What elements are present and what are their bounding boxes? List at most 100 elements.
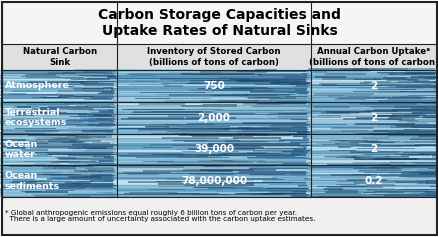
Bar bbox=[0, 81, 117, 83]
Bar bbox=[330, 174, 370, 176]
Text: 2,000: 2,000 bbox=[197, 113, 230, 123]
Bar bbox=[306, 160, 410, 162]
Bar bbox=[131, 132, 210, 133]
Bar bbox=[114, 143, 230, 144]
Bar bbox=[115, 82, 217, 83]
Bar bbox=[116, 107, 200, 109]
Bar bbox=[0, 172, 55, 174]
Bar bbox=[0, 147, 117, 148]
Bar bbox=[0, 132, 117, 134]
Bar bbox=[1, 193, 61, 194]
Bar bbox=[307, 194, 371, 196]
Bar bbox=[117, 100, 237, 102]
Bar bbox=[90, 180, 119, 181]
Bar bbox=[307, 135, 418, 137]
Bar bbox=[113, 169, 176, 171]
Bar bbox=[116, 185, 269, 186]
Bar bbox=[1, 88, 88, 90]
Bar bbox=[116, 71, 202, 72]
Bar bbox=[0, 141, 115, 143]
Bar bbox=[310, 86, 433, 88]
Bar bbox=[58, 186, 82, 187]
Bar bbox=[238, 171, 306, 173]
Bar bbox=[115, 171, 237, 173]
Bar bbox=[138, 103, 185, 105]
Bar bbox=[117, 110, 248, 112]
Bar bbox=[117, 70, 310, 102]
Bar bbox=[129, 192, 177, 193]
Bar bbox=[373, 78, 434, 80]
Bar bbox=[0, 87, 35, 88]
Bar bbox=[114, 104, 273, 105]
Bar bbox=[62, 82, 98, 83]
Bar bbox=[36, 196, 90, 197]
Bar bbox=[63, 72, 106, 73]
Bar bbox=[116, 118, 248, 120]
Bar bbox=[113, 120, 310, 122]
Bar bbox=[117, 130, 201, 132]
Bar bbox=[398, 189, 429, 190]
Bar bbox=[310, 77, 427, 78]
Bar bbox=[305, 75, 432, 76]
Bar bbox=[309, 137, 373, 138]
Bar bbox=[116, 105, 310, 106]
Bar bbox=[309, 128, 370, 130]
Bar bbox=[0, 121, 43, 122]
Bar bbox=[115, 110, 251, 111]
Bar bbox=[115, 137, 240, 138]
Bar bbox=[1, 103, 112, 105]
Bar bbox=[308, 140, 436, 141]
Bar bbox=[37, 109, 94, 110]
Bar bbox=[318, 196, 362, 197]
Bar bbox=[1, 157, 79, 159]
Bar bbox=[68, 128, 110, 129]
Bar bbox=[306, 182, 369, 184]
Text: Inventory of Stored Carbon
(billions of tons of carbon): Inventory of Stored Carbon (billions of … bbox=[147, 47, 280, 67]
Bar bbox=[21, 82, 65, 83]
Bar bbox=[378, 174, 395, 175]
Bar bbox=[0, 80, 117, 82]
Bar bbox=[310, 125, 356, 126]
Bar bbox=[0, 186, 42, 187]
Bar bbox=[0, 149, 72, 151]
Bar bbox=[387, 86, 438, 87]
Bar bbox=[113, 134, 310, 136]
Bar bbox=[0, 179, 58, 180]
Bar bbox=[1, 159, 107, 160]
Bar bbox=[306, 161, 436, 163]
Bar bbox=[372, 130, 389, 132]
Bar bbox=[113, 105, 310, 107]
Bar bbox=[1, 96, 58, 97]
Bar bbox=[71, 79, 110, 80]
Bar bbox=[313, 106, 350, 108]
Bar bbox=[0, 178, 47, 180]
Bar bbox=[307, 81, 396, 83]
Bar bbox=[1, 169, 117, 171]
Bar bbox=[3, 133, 46, 134]
Bar bbox=[0, 141, 96, 142]
Bar bbox=[117, 152, 290, 155]
Bar bbox=[309, 160, 411, 163]
Bar bbox=[267, 188, 359, 189]
Bar bbox=[310, 70, 436, 102]
Bar bbox=[0, 122, 110, 123]
Bar bbox=[0, 92, 98, 94]
Bar bbox=[21, 174, 74, 175]
Bar bbox=[117, 141, 208, 144]
Bar bbox=[0, 162, 117, 163]
Bar bbox=[0, 143, 35, 145]
Bar bbox=[307, 80, 346, 82]
Bar bbox=[113, 122, 241, 124]
Bar bbox=[2, 81, 117, 82]
Bar bbox=[68, 147, 107, 149]
Bar bbox=[309, 165, 396, 166]
Bar bbox=[357, 148, 413, 149]
Bar bbox=[375, 169, 398, 170]
Bar bbox=[114, 180, 258, 181]
Bar bbox=[0, 159, 117, 160]
Bar bbox=[172, 128, 258, 129]
Bar bbox=[308, 96, 436, 97]
Bar bbox=[2, 133, 117, 165]
Bar bbox=[312, 166, 364, 167]
Bar bbox=[0, 183, 44, 184]
